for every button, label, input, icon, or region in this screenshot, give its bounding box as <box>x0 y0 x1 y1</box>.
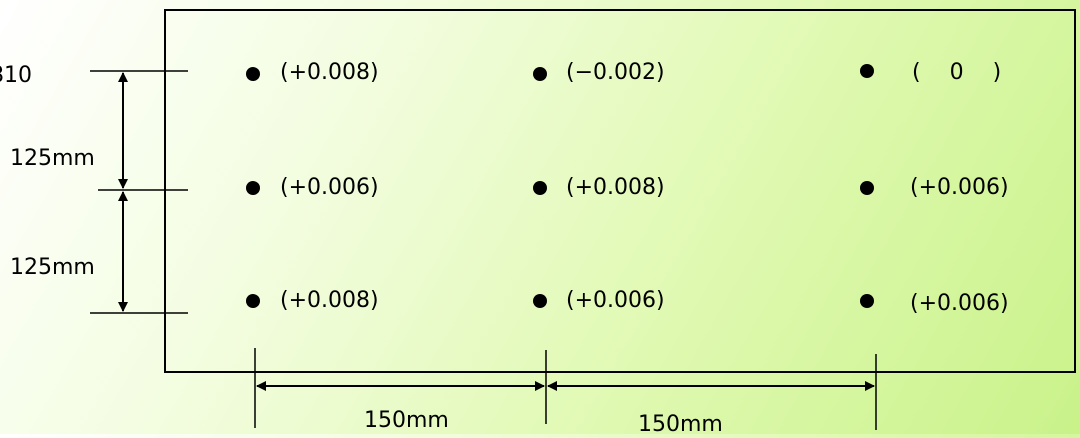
measurement-point <box>533 294 547 308</box>
measurement-value: (+0.006) <box>566 288 665 313</box>
measurement-value: (−0.002) <box>566 60 665 85</box>
left-edge-label: 810 <box>0 63 32 88</box>
vertical-dimension-label-1: 125mm <box>10 146 95 171</box>
measurement-point <box>860 64 874 78</box>
measurement-value: (+0.006) <box>280 175 379 200</box>
measurement-value: (+0.006) <box>910 291 1009 316</box>
horizontal-dimension-label-1: 150mm <box>364 408 449 433</box>
measurement-point <box>246 67 260 81</box>
measurement-point <box>860 181 874 195</box>
vertical-dimension-label-2: 125mm <box>10 255 95 280</box>
measurement-value: ( 0 ) <box>912 60 1002 85</box>
measurement-point <box>246 294 260 308</box>
measurement-value: (+0.008) <box>280 288 379 313</box>
horizontal-dimension-label-2: 150mm <box>638 412 723 437</box>
plate-outline <box>164 9 1076 373</box>
measurement-value: (+0.008) <box>566 175 665 200</box>
measurement-point <box>860 294 874 308</box>
measurement-point <box>533 181 547 195</box>
measurement-point <box>533 67 547 81</box>
measurement-value: (+0.008) <box>280 60 379 85</box>
measurement-value: (+0.006) <box>910 175 1009 200</box>
measurement-point <box>246 181 260 195</box>
